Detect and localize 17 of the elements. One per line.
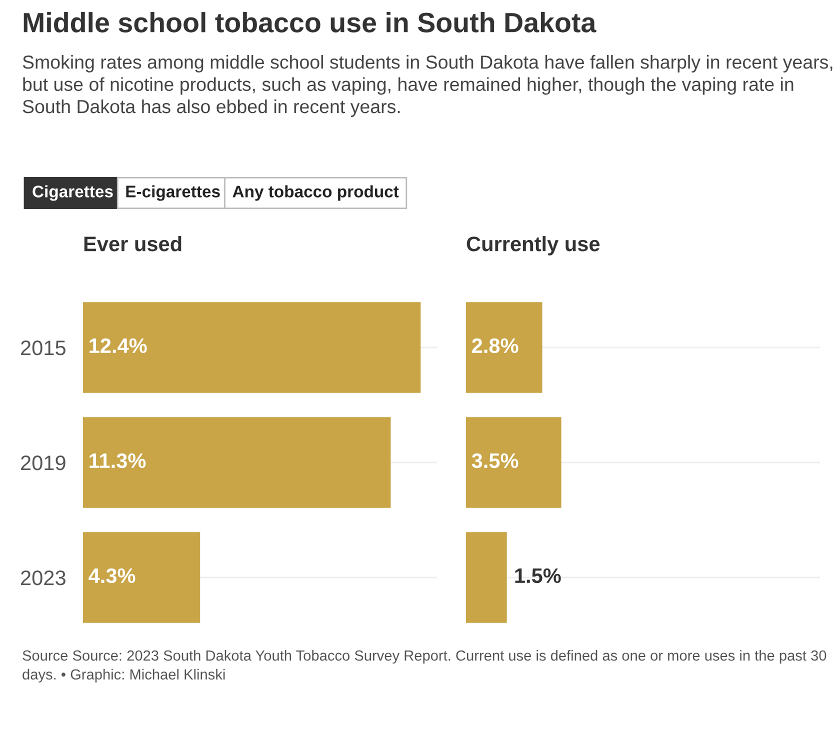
data-label: 1.5% [515, 568, 561, 584]
data-label: 11.3% [90, 453, 146, 468]
text: E-cigarettes [126, 185, 220, 201]
y-tick-label: 2019 [21, 456, 66, 470]
data-label: 3.5% [472, 453, 518, 468]
y-tick-label: 2023 [21, 570, 66, 586]
data-label: 4.3% [88, 568, 136, 584]
text: Any tobacco product [232, 185, 399, 201]
source-note: Source Source: 2023 South Dakota Youth Tobacco Survey Report. Current use is defined as one or more uses in the past 30 days. • Graphic: Michael Klinski [22, 650, 826, 682]
y-tick-label: 2015 [21, 340, 66, 356]
chart-title: Currently use [466, 236, 600, 256]
text: Smoking rates among middle school students in South Dakota have fallen sharply in recent years, but use of nicotine products, such as vaping, have remained higher, though the vaping rate in South Dakota has also ebbed in recent years. [22, 55, 832, 117]
data-label: 12.4% [90, 338, 147, 354]
text: Cigarettes [32, 185, 113, 201]
chart-title: Ever used [84, 236, 182, 252]
text: Middle school tobacco use in South Dakota [24, 12, 596, 32]
data-label: 2.8% [472, 338, 518, 354]
